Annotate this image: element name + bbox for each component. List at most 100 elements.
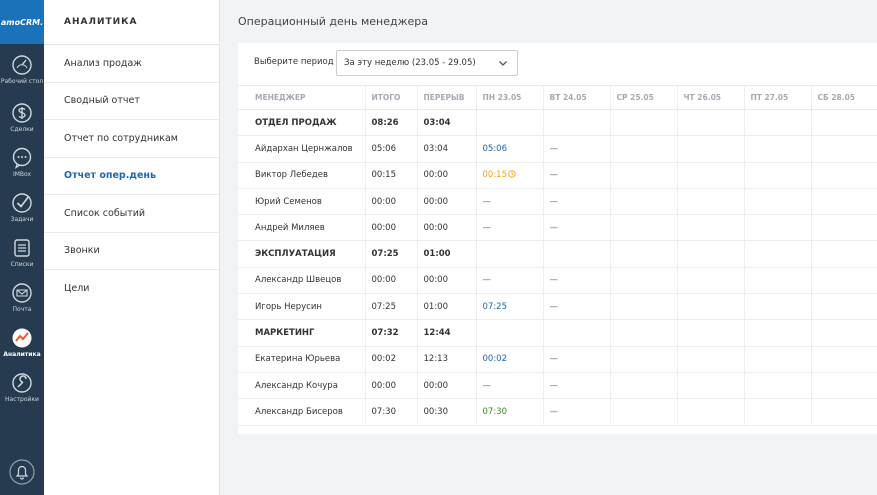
notifications-button[interactable] <box>0 459 44 485</box>
manager-name-cell[interactable]: Александр Кочура <box>238 372 365 400</box>
tuesday-cell: — <box>542 346 610 373</box>
empty-day-cell <box>676 162 744 189</box>
empty-day-cell <box>810 188 877 216</box>
break-cell: 00:00 <box>416 162 476 189</box>
manager-name-cell[interactable]: Виктор Лебедев <box>238 162 365 189</box>
manager-name-cell[interactable]: Екатерина Юрьева <box>238 346 365 373</box>
column-header-3[interactable]: ПН 23.05 <box>475 85 543 110</box>
rail-item-4[interactable]: Списки <box>0 237 44 275</box>
monday-cell[interactable]: 00:15 <box>475 162 543 189</box>
monday-cell[interactable]: 00:02 <box>475 346 543 373</box>
analytics-subnav: АНАЛИТИКА Анализ продаж Сводный отчет Отче… <box>44 0 220 495</box>
monday-cell[interactable]: 05:06 <box>475 135 543 163</box>
column-header-2[interactable]: ПЕРЕРЫВ <box>416 85 476 110</box>
subnav-item-3[interactable]: Отчет опер.день <box>44 158 219 195</box>
manager-name-cell[interactable]: Александр Бисеров <box>238 398 365 426</box>
monday-cell: — <box>475 372 543 400</box>
group-row: МАРКЕТИНГ 07:32 12:44 <box>238 319 877 347</box>
table-row: Александр Швецов 00:00 00:00— — <box>238 267 877 295</box>
manager-name-cell[interactable]: Юрий Семенов <box>238 188 365 216</box>
rail-item-6[interactable]: Аналитика <box>0 327 44 365</box>
empty-day-cell <box>676 109 744 137</box>
operational-day-table: МЕНЕДЖЕР ИТОГО ПЕРЕРЫВ ПН 23.05 ВТ 24.05 СР 2… <box>238 85 877 426</box>
subnav-item-0[interactable]: Анализ продаж <box>44 45 219 83</box>
rail-item-7[interactable]: Настройки <box>0 372 44 410</box>
empty-day-cell <box>743 240 811 268</box>
manager-name-cell[interactable]: Игорь Нерусин <box>238 293 365 321</box>
table-row: Александр Бисеров 07:30 00:30 07:30— <box>238 398 877 426</box>
column-header-5[interactable]: СР 25.05 <box>609 85 677 110</box>
break-cell: 00:00 <box>416 214 476 242</box>
tuesday-cell: — <box>542 398 610 426</box>
amocrm-logo[interactable]: amoCRM. <box>0 0 44 44</box>
clock-icon <box>508 170 516 178</box>
empty-day-cell <box>743 267 811 295</box>
rail-item-label: IMBox <box>12 171 32 178</box>
empty-day-cell <box>743 188 811 216</box>
wrench-icon <box>12 373 32 393</box>
empty-day-cell <box>810 293 877 321</box>
monday-cell[interactable]: 07:25 <box>475 293 543 321</box>
rail-item-0[interactable]: Рабочий стол <box>0 54 44 94</box>
break-cell: 00:00 <box>416 188 476 216</box>
manager-name-cell[interactable]: Айдархан Цернжалов <box>238 135 365 163</box>
total-cell: 07:32 <box>364 319 417 347</box>
monday-cell <box>475 109 543 137</box>
subnav-item-5[interactable]: Звонки <box>44 233 219 270</box>
bell-icon <box>9 459 35 485</box>
column-header-1[interactable]: ИТОГО <box>364 85 417 110</box>
break-cell: 00:00 <box>416 372 476 400</box>
monday-value: — <box>482 380 492 391</box>
break-cell: 03:04 <box>416 135 476 163</box>
total-cell: 00:00 <box>364 214 417 242</box>
monday-value: 00:15 <box>482 170 508 181</box>
rail-item-5[interactable]: Почта <box>0 282 44 320</box>
tuesday-cell: — <box>542 135 610 163</box>
empty-day-cell <box>810 135 877 163</box>
monday-cell <box>475 240 543 268</box>
subnav-item-4[interactable]: Список событий <box>44 195 219 233</box>
tuesday-cell: — <box>542 293 610 321</box>
rail-item-2[interactable]: IMBox <box>0 147 44 185</box>
tuesday-cell: — <box>542 214 610 242</box>
rail-item-label: Задачи <box>10 216 34 223</box>
empty-day-cell <box>810 319 877 347</box>
monday-cell[interactable]: 07:30 <box>475 398 543 426</box>
rail-item-label: Сделки <box>10 126 34 133</box>
table-row: Юрий Семенов 00:00 00:00— — <box>238 188 877 216</box>
empty-day-cell <box>609 109 677 137</box>
monday-cell: — <box>475 267 543 295</box>
total-cell: 07:25 <box>364 293 417 321</box>
subnav-item-2[interactable]: Отчет по сотрудникам <box>44 120 219 158</box>
column-header-0[interactable]: МЕНЕДЖЕР <box>238 85 365 110</box>
subnav-item-1[interactable]: Сводный отчет <box>44 83 219 120</box>
column-header-6[interactable]: ЧТ 26.05 <box>676 85 744 110</box>
manager-name-cell[interactable]: Андрей Миляев <box>238 214 365 242</box>
empty-day-cell <box>676 135 744 163</box>
rail-item-3[interactable]: Задачи <box>0 192 44 230</box>
empty-day-cell <box>743 293 811 321</box>
empty-day-cell <box>810 240 877 268</box>
empty-day-cell <box>609 398 677 426</box>
rail-item-1[interactable]: Сделки <box>0 102 44 140</box>
period-select[interactable]: За эту неделю (23.05 - 29.05) <box>336 50 518 76</box>
subnav-title: АНАЛИТИКА <box>44 0 219 45</box>
empty-day-cell <box>743 319 811 347</box>
table-row: Андрей Миляев 00:00 00:00— — <box>238 214 877 242</box>
monday-value: 05:06 <box>482 143 508 154</box>
column-header-4[interactable]: ВТ 24.05 <box>542 85 610 110</box>
main-content: Операционный день менеджера Выберите пер… <box>221 0 877 495</box>
total-cell: 00:00 <box>364 267 417 295</box>
monday-cell <box>475 319 543 347</box>
empty-day-cell <box>743 135 811 163</box>
subnav-item-6[interactable]: Цели <box>64 283 90 295</box>
manager-name-cell[interactable]: Александр Швецов <box>238 267 365 295</box>
tuesday-cell: — <box>542 267 610 295</box>
column-header-7[interactable]: ПТ 27.05 <box>743 85 811 110</box>
break-cell: 00:30 <box>416 398 476 426</box>
column-header-8[interactable]: СБ 28.05 <box>810 85 877 110</box>
monday-value: — <box>482 275 492 286</box>
total-cell: 07:25 <box>364 240 417 268</box>
empty-day-cell <box>810 109 877 137</box>
empty-day-cell <box>609 240 677 268</box>
